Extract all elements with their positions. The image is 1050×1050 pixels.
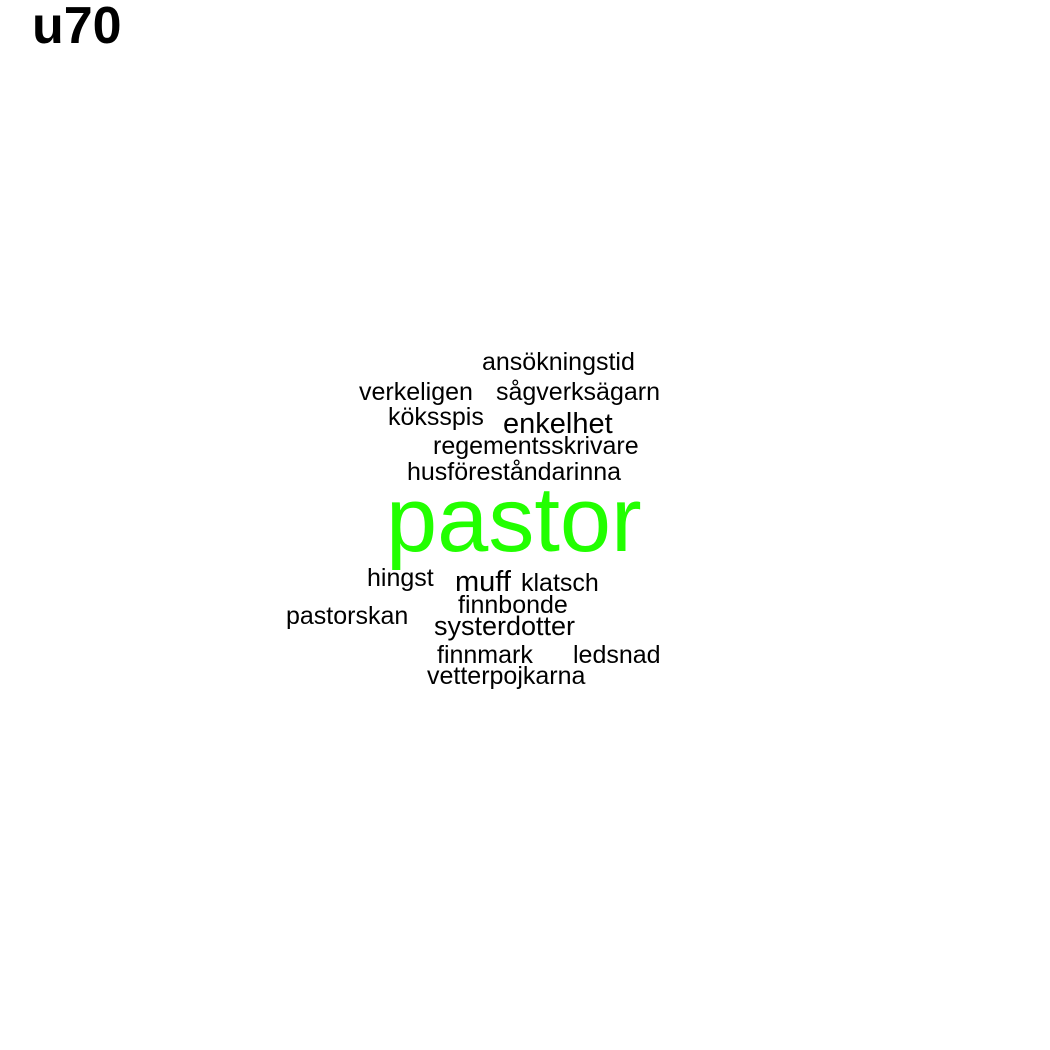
word-klatsch: klatsch	[521, 569, 599, 597]
word-sagverksagarn: sågverksägarn	[496, 378, 660, 406]
word-muff: muff	[455, 566, 511, 598]
word-ledsnad: ledsnad	[573, 641, 661, 669]
word-hingst: hingst	[367, 564, 434, 592]
word-pastorskan: pastorskan	[286, 602, 409, 630]
word-verkeligen: verkeligen	[359, 378, 473, 406]
page-title: u70	[32, 0, 122, 55]
word-husforestandarinna: husföreståndarinna	[407, 458, 622, 486]
word-regementsskrivare: regementsskrivare	[433, 432, 639, 460]
word-enkelhet: enkelhet	[503, 408, 613, 440]
word-koksspis: köksspis	[388, 403, 484, 431]
word-vetterpojkarna: vetterpojkarna	[427, 662, 586, 690]
word-finnmark: finnmark	[437, 641, 533, 669]
word-finnbonde: finnbonde	[458, 591, 568, 619]
word-systerdotter: systerdotter	[434, 611, 576, 641]
word-pastor: pastor	[386, 469, 642, 571]
word-ansokningstid: ansökningstid	[482, 348, 635, 376]
